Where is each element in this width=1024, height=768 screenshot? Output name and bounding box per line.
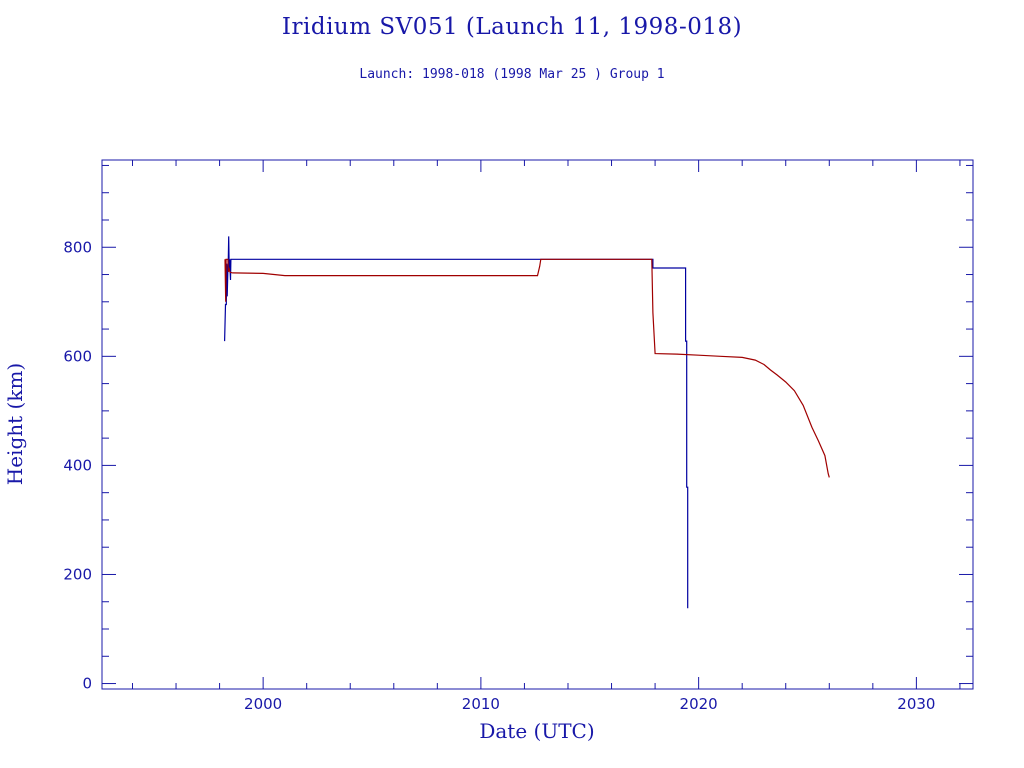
chart-subtitle: Launch: 1998-018 (1998 Mar 25 ) Group 1: [359, 67, 665, 82]
series-layer: [224, 236, 830, 609]
x-tick-label: 2030: [897, 695, 935, 713]
y-tick-label: 800: [63, 238, 92, 256]
y-tick-label: 600: [63, 347, 92, 365]
y-axis-title: Height (km): [3, 363, 27, 485]
y-tick-label: 200: [63, 565, 92, 583]
plot-frame: [101, 159, 974, 690]
ticks-layer: 2000 2010 2020 2030 0 200 400 600 800: [63, 160, 973, 713]
series-line-2: [224, 258, 830, 478]
x-axis-title: Date (UTC): [479, 719, 594, 743]
series-line-1: [224, 236, 689, 609]
y-tick-label: 400: [63, 456, 92, 474]
chart-title: Iridium SV051 (Launch 11, 1998-018): [281, 14, 743, 40]
x-tick-label: 2020: [680, 695, 718, 713]
x-tick-label: 2000: [244, 695, 282, 713]
x-tick-label: 2010: [462, 695, 500, 713]
y-tick-label: 0: [82, 675, 92, 693]
